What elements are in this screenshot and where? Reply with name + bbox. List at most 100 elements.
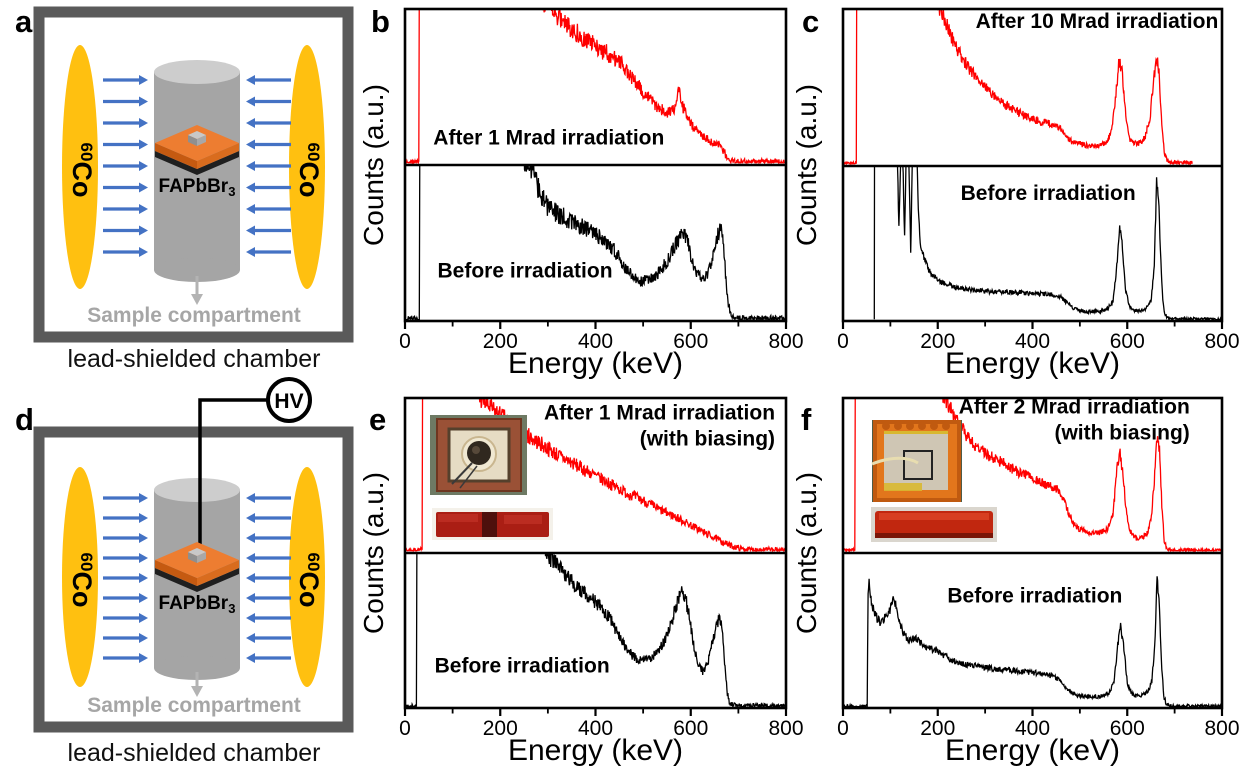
panel-a-diagram: 60Co 60Co FAPbBr3 Sample compartment lea… — [33, 6, 354, 373]
series-after-irradiation — [405, 398, 786, 553]
compartment-label: Sample compartment — [87, 694, 301, 717]
compartment-label: Sample compartment — [87, 304, 301, 327]
series-label: (with biasing) — [1054, 422, 1189, 445]
gamma-arrowhead — [139, 513, 148, 523]
gamma-arrowhead — [246, 593, 255, 603]
series-label: After 10 Mrad irradiation — [976, 10, 1219, 33]
hv-supply-circle — [266, 377, 312, 423]
plot-frame — [841, 396, 1224, 710]
crystal-photo-inset — [432, 508, 553, 540]
co60-label-left: 60Co — [67, 553, 97, 608]
series-before-irradiation — [405, 553, 786, 708]
x-axis: 0 200 400 600 800 Energy (keV) Counts (a.u.) — [791, 84, 1240, 380]
gamma-arrowhead — [139, 204, 148, 214]
gamma-arrowhead — [139, 96, 148, 107]
hv-label: HV — [274, 390, 303, 413]
x-tick-label: 800 — [768, 330, 803, 353]
gamma-arrowhead — [246, 247, 255, 257]
gamma-arrows-right — [246, 493, 291, 663]
spectrum-trace — [405, 398, 786, 553]
x-tick-label: 400 — [578, 330, 613, 353]
sample-chip — [155, 125, 239, 175]
x-tick-label: 0 — [837, 717, 849, 740]
x-tick-label: 200 — [483, 717, 518, 740]
series-label: After 1 Mrad irradiation — [544, 402, 775, 425]
panel-e-chart: 0 200 400 600 800 Energy (keV) Counts (a.u.) Af… — [358, 396, 804, 767]
diagrams-column: 60Co 60Co FAPbBr3 Sample compartment lea… — [33, 6, 354, 767]
x-tick-label: 600 — [1110, 717, 1145, 740]
spectrum-trace — [405, 553, 786, 708]
series-before-irradiation — [873, 166, 1222, 321]
crystal-photo-inset — [871, 507, 997, 542]
panel-letter-e: e — [369, 402, 387, 437]
sample-label: FAPbBr3 — [159, 176, 236, 199]
sample-chip — [155, 542, 239, 592]
cylinder-top — [154, 478, 240, 502]
gamma-arrowhead — [139, 573, 148, 583]
gamma-arrowhead — [139, 75, 148, 85]
co60-label-left: 60Co — [67, 143, 97, 198]
plot-frame — [841, 7, 1224, 323]
spectrum-trace — [405, 165, 786, 321]
panel-letter-a: a — [15, 4, 33, 39]
series-label: After 2 Mrad irradiation — [959, 396, 1190, 419]
series-label: Before irradiation — [437, 259, 612, 282]
gamma-arrowhead — [246, 139, 255, 150]
cylinder-bottom — [154, 656, 240, 680]
plot-frame — [403, 7, 788, 323]
gamma-arrowhead — [246, 573, 255, 583]
spectrum-trace — [873, 166, 1222, 321]
series-label: After 1 Mrad irradiation — [433, 127, 664, 150]
spectrum-trace — [843, 576, 1222, 708]
gamma-arrowhead — [139, 139, 148, 150]
panel-e-insets — [430, 415, 553, 540]
gamma-arrowhead — [246, 75, 255, 85]
series-label: (with biasing) — [640, 428, 775, 451]
y-axis-title: Counts (a.u.) — [358, 472, 389, 634]
co60-source-right — [289, 467, 325, 687]
x-tick-label: 400 — [1015, 330, 1050, 353]
gamma-arrowhead — [139, 653, 148, 663]
panel-c-chart: 0 200 400 600 800 Energy (keV) Counts (a.u.) Af… — [791, 7, 1240, 380]
gamma-arrowhead — [139, 613, 148, 623]
x-tick-label: 800 — [1204, 330, 1239, 353]
x-axis-title: Energy (keV) — [945, 347, 1120, 380]
gamma-arrowhead — [246, 553, 255, 563]
y-axis-title: Counts (a.u.) — [791, 84, 822, 246]
x-tick-label: 800 — [768, 717, 803, 740]
series-before-irradiation — [405, 165, 786, 321]
gamma-arrowhead — [139, 118, 148, 128]
gamma-arrows-right — [246, 75, 291, 257]
gamma-arrowhead — [139, 593, 148, 603]
x-tick-label: 0 — [399, 330, 411, 353]
co60-label-right: 60Co — [294, 143, 324, 198]
x-axis-title: Energy (keV) — [508, 347, 683, 380]
gamma-arrowhead — [139, 553, 148, 563]
gamma-arrowhead — [139, 247, 148, 257]
x-axis: 0 200 400 600 800 Energy (keV) Counts (a.u.) — [791, 472, 1240, 767]
gamma-arrowhead — [246, 513, 255, 523]
panel-b-chart: 0 200 400 600 800 Energy (keV) Counts (a.u.) Af… — [358, 7, 804, 380]
gamma-arrowhead — [139, 633, 148, 643]
x-tick-label: 0 — [399, 717, 411, 740]
compartment-arrowhead — [191, 294, 203, 305]
co60-source-right — [289, 45, 325, 289]
x-tick-label: 0 — [837, 330, 849, 353]
x-axis-title: Energy (keV) — [945, 734, 1120, 767]
series-label: Before irradiation — [961, 182, 1136, 205]
y-axis-title: Counts (a.u.) — [358, 84, 389, 246]
panel-letter-c: c — [802, 4, 820, 39]
plot-frame — [403, 396, 788, 710]
spectrum-trace — [843, 9, 1193, 166]
series-label: Before irradiation — [435, 654, 610, 677]
gamma-arrowhead — [246, 118, 255, 128]
x-tick-label: 400 — [578, 717, 613, 740]
gamma-arrowhead — [139, 225, 148, 236]
x-tick-label: 600 — [673, 330, 708, 353]
sample-label: FAPbBr3 — [159, 593, 236, 616]
series-after-irradiation — [843, 9, 1193, 166]
gamma-arrowhead — [246, 225, 255, 236]
gamma-arrows-left — [103, 493, 148, 663]
y-axis-title: Counts (a.u.) — [791, 472, 822, 634]
